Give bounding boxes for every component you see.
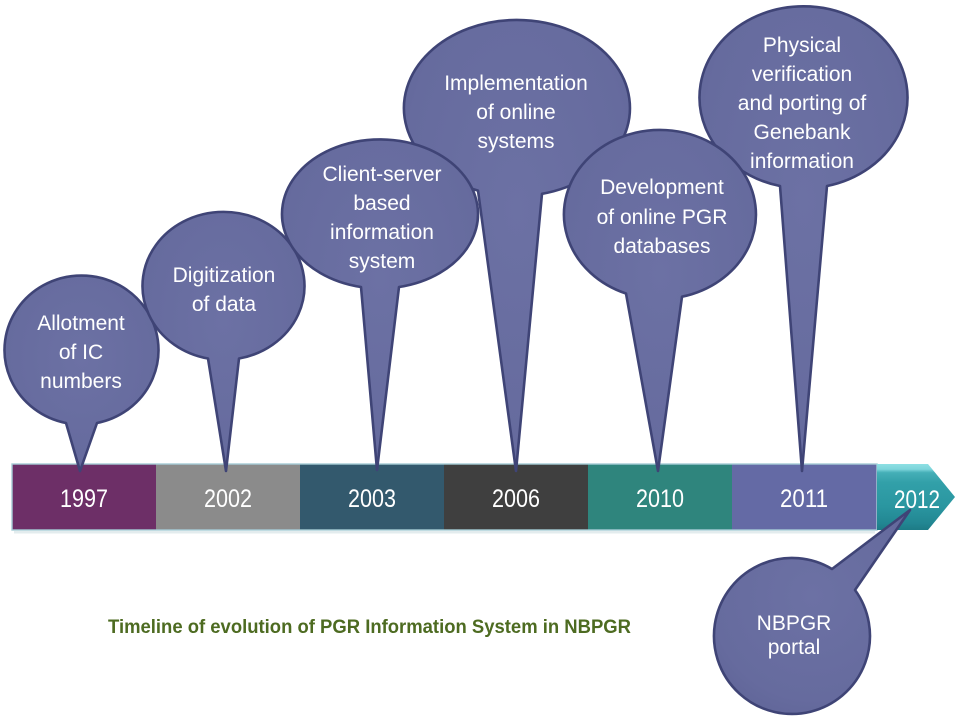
svg-text:of online: of online — [476, 101, 555, 124]
svg-text:databases: databases — [614, 235, 711, 258]
svg-text:Client-server: Client-server — [322, 163, 441, 186]
svg-text:Implementation: Implementation — [444, 72, 588, 95]
svg-text:verification: verification — [752, 63, 852, 86]
svg-text:and porting of: and porting of — [738, 92, 867, 115]
svg-text:of online PGR: of online PGR — [597, 206, 728, 229]
svg-text:1997: 1997 — [60, 485, 108, 513]
svg-text:Genebank: Genebank — [754, 121, 851, 144]
svg-text:2010: 2010 — [636, 485, 684, 513]
svg-text:based: based — [353, 192, 410, 215]
svg-text:Development: Development — [600, 176, 724, 199]
svg-text:Allotment: Allotment — [37, 312, 125, 335]
svg-text:of IC: of IC — [59, 341, 103, 364]
svg-text:Digitization: Digitization — [173, 264, 276, 287]
svg-text:2003: 2003 — [348, 485, 396, 513]
svg-text:system: system — [349, 250, 416, 273]
svg-text:information: information — [750, 150, 854, 173]
svg-text:portal: portal — [768, 636, 821, 659]
svg-text:systems: systems — [477, 130, 554, 153]
svg-text:of data: of data — [192, 293, 257, 316]
svg-text:2012: 2012 — [894, 486, 940, 514]
svg-text:2006: 2006 — [492, 485, 540, 513]
svg-text:numbers: numbers — [40, 370, 122, 393]
svg-text:2011: 2011 — [780, 485, 828, 513]
svg-text:information: information — [330, 221, 434, 244]
svg-text:Physical: Physical — [763, 34, 841, 57]
svg-text:Timeline of evolution of PGR I: Timeline of evolution of PGR Information… — [108, 616, 631, 638]
svg-text:NBPGR: NBPGR — [757, 612, 832, 635]
svg-text:2002: 2002 — [204, 485, 252, 513]
